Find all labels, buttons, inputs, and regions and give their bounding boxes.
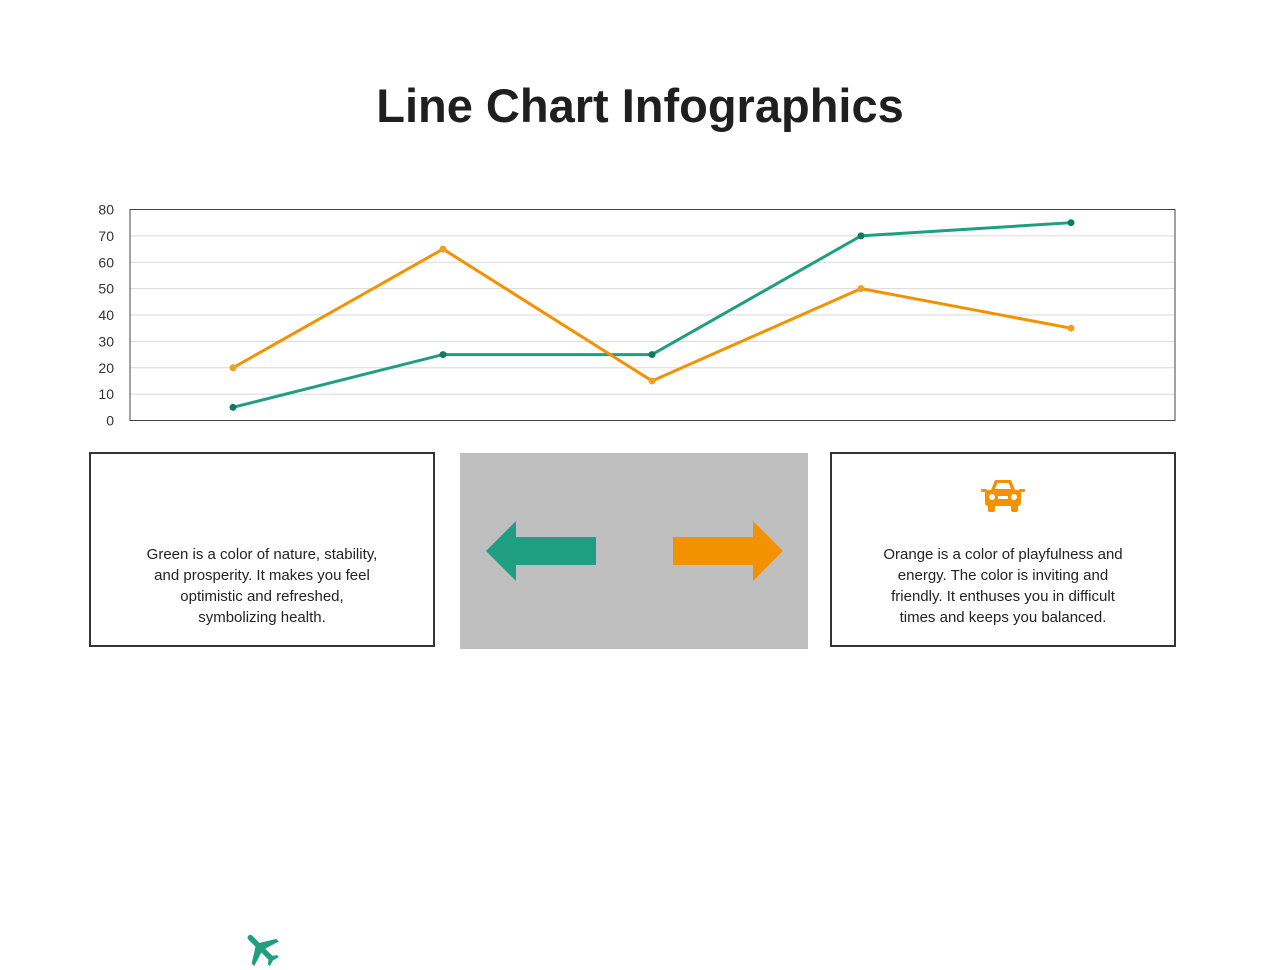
orange-description: Orange is a color of playfulness and ene… xyxy=(883,546,1123,626)
data-point xyxy=(1067,324,1075,332)
arrow-left-icon xyxy=(486,521,596,581)
chart-grid xyxy=(130,235,1175,395)
y-tick-label: 30 xyxy=(98,333,114,349)
data-point xyxy=(439,245,447,253)
page-title: Line Chart Infographics xyxy=(376,79,904,132)
data-point xyxy=(857,285,865,293)
y-tick-label: 40 xyxy=(98,307,114,323)
car-icon xyxy=(832,476,1174,514)
y-tick-label: 80 xyxy=(98,202,114,218)
y-tick-label: 50 xyxy=(98,281,114,297)
y-axis-ticks: 0 10 20 30 40 50 60 70 80 xyxy=(98,202,114,429)
airplane-icon xyxy=(91,926,433,970)
arrow-right-icon xyxy=(673,521,783,581)
line-chart: 0 10 20 30 40 50 60 70 80 xyxy=(98,202,1176,429)
y-tick-label: 60 xyxy=(98,254,114,270)
chart-series xyxy=(229,219,1075,411)
green-description: Green is a color of nature, stability, a… xyxy=(146,546,378,626)
plot-frame xyxy=(129,209,1176,421)
green-info-card: Green is a color of nature, stability, a… xyxy=(89,452,435,967)
y-tick-label: 0 xyxy=(106,413,114,429)
y-tick-label: 70 xyxy=(98,228,114,244)
orange-info-card: Orange is a color of playfulness and ene… xyxy=(830,452,1176,647)
data-point xyxy=(648,377,656,385)
data-point xyxy=(857,232,865,240)
data-point xyxy=(229,403,237,411)
data-point xyxy=(648,351,656,359)
y-tick-label: 20 xyxy=(98,360,114,376)
data-point xyxy=(439,351,447,359)
arrow-panel xyxy=(460,453,808,649)
data-point xyxy=(229,364,237,372)
y-tick-label: 10 xyxy=(98,386,114,402)
data-point xyxy=(1067,219,1075,227)
